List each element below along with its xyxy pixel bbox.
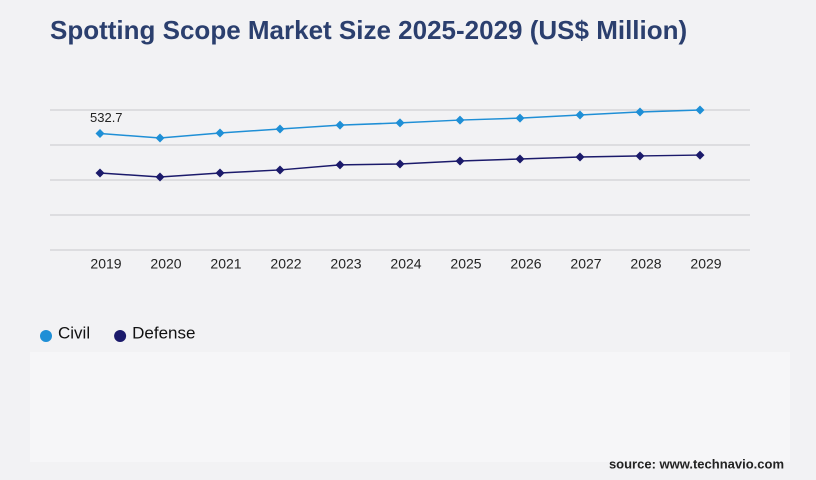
point: [335, 160, 345, 170]
point: [215, 168, 225, 178]
point: [635, 151, 645, 161]
point: [515, 113, 525, 123]
point: [155, 133, 165, 143]
x-tick-label: 2026: [510, 256, 541, 272]
legend-label: Defense: [132, 323, 195, 342]
point: [395, 159, 405, 169]
x-tick-label: 2028: [630, 256, 661, 272]
x-tick-label: 2027: [570, 256, 601, 272]
point: [395, 118, 405, 128]
point: [695, 150, 705, 160]
legend-marker: [114, 330, 127, 342]
data-label: 532.7: [90, 110, 123, 125]
point: [275, 165, 285, 175]
point: [275, 124, 285, 134]
source: source: www.technavio.com: [609, 456, 784, 471]
point: [515, 154, 525, 164]
x-tick-label: 2029: [690, 256, 721, 272]
x-tick-label: 2023: [330, 256, 361, 272]
legend-label: Civil: [58, 323, 90, 342]
point: [215, 128, 225, 138]
x-tick-label: 2024: [390, 256, 421, 272]
point: [695, 105, 705, 115]
point: [635, 107, 645, 117]
point: [455, 156, 465, 166]
x-tick-label: 2021: [210, 256, 241, 272]
chart-title: Spotting Scope Market Size 2025-2029 (US…: [50, 15, 687, 45]
point: [575, 152, 585, 162]
x-tick-label: 2025: [450, 256, 481, 272]
point: [335, 120, 345, 130]
point: [95, 128, 105, 138]
legend-marker: [40, 330, 52, 342]
point: [575, 110, 585, 120]
point: [155, 172, 165, 182]
x-tick-label: 2022: [270, 256, 301, 272]
point: [95, 168, 105, 178]
x-tick-label: 2019: [90, 256, 121, 272]
panel: [30, 352, 790, 462]
x-tick-label: 2020: [150, 256, 181, 272]
point: [455, 115, 465, 125]
